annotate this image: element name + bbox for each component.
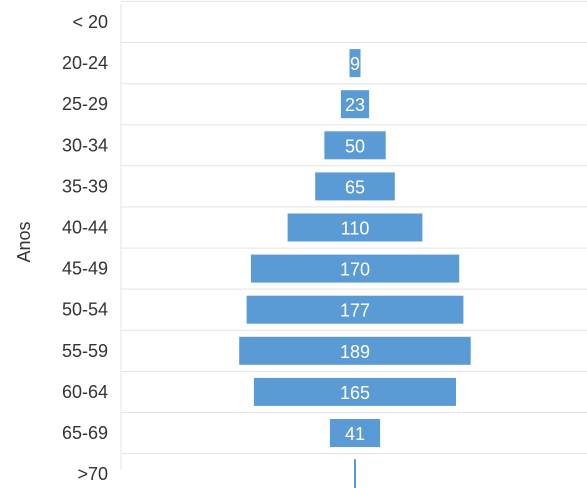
bar [250, 254, 460, 283]
data-label: 41 [345, 424, 365, 444]
y-tick-label: 20-24 [62, 53, 108, 73]
data-label: 23 [345, 95, 365, 115]
bar [349, 49, 361, 78]
bar [239, 336, 471, 365]
bar [324, 131, 386, 160]
data-labels: 9 23 50 65 110 170 177 189 165 41 [340, 54, 370, 444]
y-tick-label: 60-64 [62, 382, 108, 402]
y-axis-title: Anos [14, 221, 34, 262]
data-label: 65 [345, 177, 365, 197]
data-label: 50 [345, 136, 365, 156]
bar [340, 90, 370, 119]
data-label: 170 [340, 260, 370, 280]
y-tick-label: >70 [77, 464, 108, 484]
data-label: 177 [340, 301, 370, 321]
bar [253, 377, 456, 406]
y-tick-label: 35-39 [62, 176, 108, 196]
y-tick-labels: < 20 20-24 25-29 30-34 35-39 40-44 45-49 50-54 5… [62, 12, 108, 484]
y-tick-label: < 20 [72, 12, 108, 32]
y-tick-label: 55-59 [62, 341, 108, 361]
bar [287, 213, 423, 242]
data-label: 110 [341, 219, 370, 239]
y-tick-label: 45-49 [62, 259, 108, 279]
y-tick-label: 50-54 [62, 300, 108, 320]
y-tick-label: 65-69 [62, 423, 108, 443]
bar [315, 172, 395, 201]
bar [246, 295, 464, 324]
y-tick-label: 30-34 [62, 135, 108, 155]
y-tick-label: 40-44 [62, 218, 108, 238]
data-label: 189 [340, 342, 370, 362]
data-label: 165 [340, 383, 370, 403]
y-tick-label: 25-29 [62, 94, 108, 114]
bar [329, 419, 381, 447]
data-label: 9 [350, 54, 360, 74]
bar [354, 459, 356, 488]
bars [239, 49, 471, 488]
grid-layer [121, 0, 587, 455]
